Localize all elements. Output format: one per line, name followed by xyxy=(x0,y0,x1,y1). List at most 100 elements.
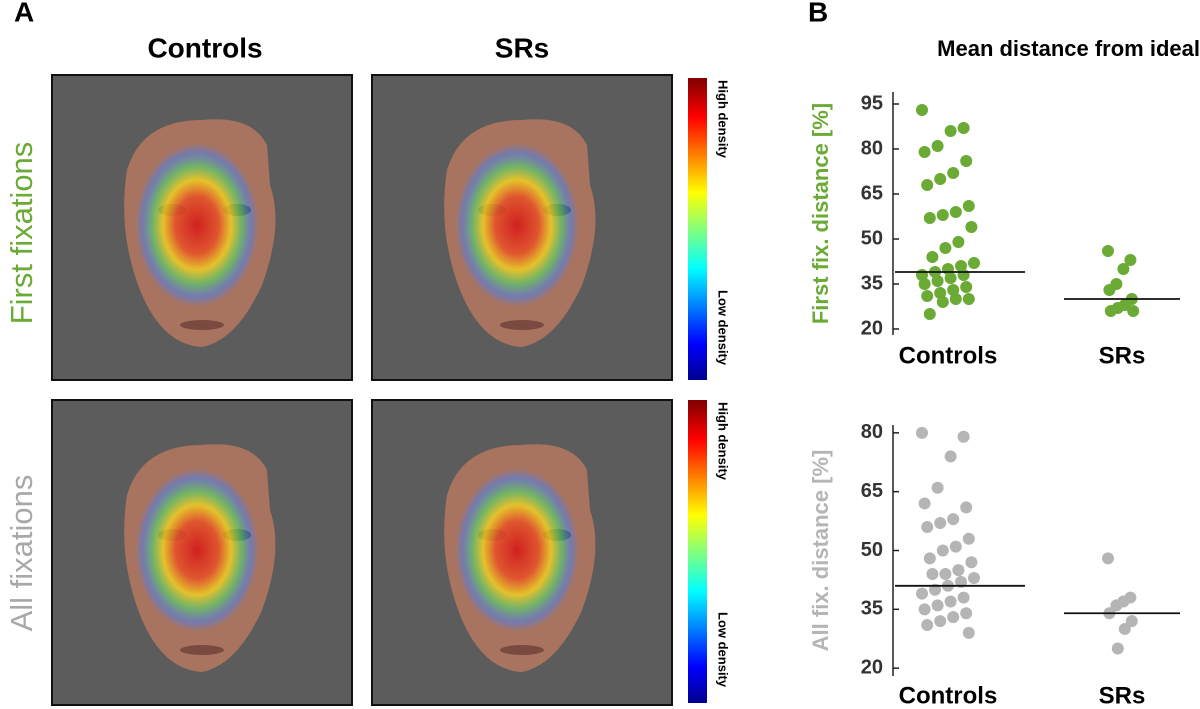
data-point xyxy=(957,591,970,604)
y-tick-label: 50 xyxy=(861,539,883,561)
column-header: SRs xyxy=(495,32,549,63)
data-point xyxy=(931,481,944,494)
y-axis-label: All fix. distance [%] xyxy=(808,450,833,652)
data-point xyxy=(947,513,960,526)
data-point xyxy=(1110,599,1123,612)
data-point xyxy=(934,287,947,299)
panel-letter: B xyxy=(808,0,828,27)
column-header: Controls xyxy=(147,32,262,63)
data-point xyxy=(968,257,980,269)
y-tick-label: 35 xyxy=(861,272,883,294)
data-point xyxy=(921,619,934,632)
data-point xyxy=(1104,305,1117,317)
data-point xyxy=(921,179,934,191)
data-point xyxy=(962,626,975,639)
data-point xyxy=(926,568,939,581)
data-point xyxy=(960,501,973,514)
data-point xyxy=(947,611,960,624)
data-point xyxy=(947,167,960,179)
data-point xyxy=(916,426,928,439)
data-point xyxy=(957,122,970,134)
data-point xyxy=(952,564,965,577)
colorbar-label: High density xyxy=(716,402,731,481)
y-tick-label: 50 xyxy=(861,227,883,249)
data-point xyxy=(962,200,975,212)
data-point xyxy=(962,293,975,305)
data-point xyxy=(960,155,973,167)
heatmap xyxy=(51,74,353,381)
data-point xyxy=(947,284,960,296)
data-point xyxy=(1117,263,1130,275)
data-point xyxy=(1125,615,1138,628)
data-point xyxy=(965,556,978,569)
data-point xyxy=(934,517,947,530)
data-point xyxy=(952,236,965,248)
data-point xyxy=(918,146,931,158)
data-point xyxy=(921,290,934,302)
data-point xyxy=(929,583,941,596)
data-point xyxy=(944,125,957,137)
row-label: First fixations xyxy=(4,142,39,325)
data-point xyxy=(926,251,939,263)
data-point xyxy=(944,595,957,608)
data-point xyxy=(936,544,949,557)
data-point xyxy=(968,571,980,584)
y-tick-label: 35 xyxy=(861,598,883,620)
chart-title: Mean distance from ideal xyxy=(937,36,1200,61)
data-point xyxy=(1102,552,1114,565)
data-point xyxy=(1102,245,1114,257)
data-point xyxy=(949,293,962,305)
y-tick-label: 80 xyxy=(861,421,883,443)
y-tick-label: 65 xyxy=(861,480,883,502)
y-axis-label: First fix. distance [%] xyxy=(808,103,833,324)
data-point xyxy=(949,206,962,218)
colorbar xyxy=(688,400,707,703)
data-point xyxy=(960,281,973,293)
data-point xyxy=(918,497,931,510)
y-tick-label: 65 xyxy=(861,182,883,204)
row-label: All fixations xyxy=(4,475,39,632)
data-point xyxy=(1103,284,1116,296)
data-point xyxy=(939,242,952,254)
heatmap xyxy=(371,74,673,381)
data-point xyxy=(936,209,949,221)
data-point xyxy=(916,104,928,116)
data-point xyxy=(1124,254,1137,266)
data-point xyxy=(936,296,949,308)
colorbar-label: High density xyxy=(716,80,731,159)
data-point xyxy=(1118,622,1131,635)
y-tick-label: 20 xyxy=(861,317,883,339)
x-tick-label: Controls xyxy=(899,342,998,369)
heatmap xyxy=(51,399,353,706)
x-tick-label: SRs xyxy=(1099,682,1146,709)
data-point xyxy=(957,430,970,443)
data-point xyxy=(944,272,957,284)
data-point xyxy=(923,552,936,565)
data-point xyxy=(957,269,970,281)
data-point xyxy=(923,308,936,320)
x-tick-label: SRs xyxy=(1099,342,1146,369)
data-point xyxy=(918,278,931,290)
data-point xyxy=(921,520,934,533)
data-point xyxy=(955,260,967,272)
data-point xyxy=(939,568,952,581)
data-point xyxy=(918,603,931,616)
data-point xyxy=(1127,305,1140,317)
data-point xyxy=(923,212,936,224)
x-tick-label: Controls xyxy=(899,682,998,709)
data-point xyxy=(944,450,957,463)
colorbar-label: Low density xyxy=(716,612,731,688)
data-point xyxy=(1111,642,1124,655)
data-point xyxy=(965,221,978,233)
data-point xyxy=(931,140,944,152)
y-tick-label: 95 xyxy=(861,92,883,114)
data-point xyxy=(934,173,947,185)
y-tick-label: 80 xyxy=(861,137,883,159)
data-point xyxy=(955,575,967,588)
y-tick-label: 20 xyxy=(861,656,883,678)
data-point xyxy=(931,275,944,287)
panel-letter: A xyxy=(14,0,34,27)
data-point xyxy=(949,540,962,553)
colorbar-label: Low density xyxy=(716,290,731,366)
